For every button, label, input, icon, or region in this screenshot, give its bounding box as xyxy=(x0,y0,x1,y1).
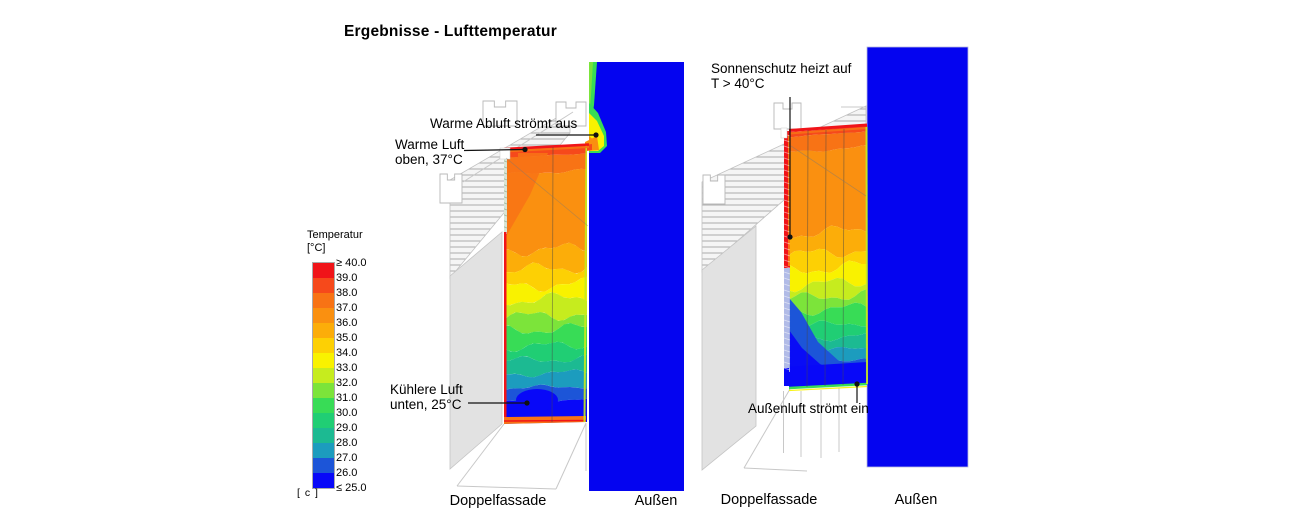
legend-tick-label: 31.0 xyxy=(336,392,358,404)
legend-header: Temperatur [°C] xyxy=(307,229,363,255)
annotation-line: Sonnenschutz heizt auf xyxy=(711,61,852,76)
legend-tick-label: 36.0 xyxy=(336,317,358,329)
frame-profile xyxy=(702,174,726,205)
legend-color-band xyxy=(313,428,334,443)
frame-profile xyxy=(773,102,802,130)
annotation-line: Außenluft strömt ein xyxy=(748,401,869,416)
legend-tick-label: 26.0 xyxy=(336,467,358,479)
legend-color-band xyxy=(313,473,334,488)
annotation-line: Kühlere Luft xyxy=(390,382,463,397)
legend-tick-label: 29.0 xyxy=(336,422,358,434)
legend-color-band xyxy=(313,413,334,428)
cavity-temperature-field xyxy=(504,145,587,424)
outdoor-air-region-right xyxy=(866,46,969,468)
legend-tick-label: ≥ 40.0 xyxy=(336,257,367,269)
sunshade-blind-strip xyxy=(780,127,791,386)
annotation-warm-air-top: Warme Luft oben, 37°C xyxy=(395,137,464,167)
legend-corner-label: [ c ] xyxy=(297,487,319,499)
legend-tick-label: 38.0 xyxy=(336,287,358,299)
axis-label-facade-right: Doppelfassade xyxy=(720,492,818,508)
legend-color-band xyxy=(313,368,334,383)
legend-color-band xyxy=(313,338,334,353)
cavity-temperature-field xyxy=(789,126,867,389)
annotation-marker-dot xyxy=(854,381,860,387)
legend-tick-label: 32.0 xyxy=(336,377,358,389)
frame-profile xyxy=(439,173,463,204)
legend-color-band xyxy=(313,263,334,278)
legend-tick-label: 39.0 xyxy=(336,272,358,284)
legend-title: Temperatur xyxy=(307,229,363,241)
legend-tick-label: 30.0 xyxy=(336,407,358,419)
legend-colorbar xyxy=(312,262,335,489)
frame-profile xyxy=(555,101,587,127)
annotation-sunshade-heats: Sonnenschutz heizt auf T > 40°C xyxy=(711,61,851,91)
annotation-exhaust-air: Warme Abluft strömt aus xyxy=(430,116,577,131)
legend-tick-label: 27.0 xyxy=(336,452,358,464)
legend-tick-label: 28.0 xyxy=(336,437,358,449)
legend-color-band xyxy=(313,293,334,308)
legend-color-band xyxy=(313,308,334,323)
annotation-marker-dot xyxy=(593,132,599,138)
legend-unit: [°C] xyxy=(307,242,326,254)
legend-color-band xyxy=(313,443,334,458)
legend-color-band xyxy=(313,353,334,368)
figure-title: Ergebnisse - Lufttemperatur xyxy=(344,23,557,40)
annotation-line: Warme Abluft strömt aus xyxy=(430,116,578,131)
annotation-marker-dot xyxy=(524,400,530,406)
legend-tick-label: 33.0 xyxy=(336,362,358,374)
annotation-line: Warme Luft xyxy=(395,137,465,152)
legend-color-band xyxy=(313,398,334,413)
annotation-leader-lines xyxy=(463,97,860,406)
annotation-line: unten, 25°C xyxy=(390,397,462,412)
annotation-outside-air-inflow: Außenluft strömt ein xyxy=(748,401,869,416)
annotation-marker-dot xyxy=(787,234,793,240)
legend-color-band xyxy=(313,383,334,398)
axis-label-facade-left: Doppelfassade xyxy=(449,493,547,509)
legend-tick-label: 35.0 xyxy=(336,332,358,344)
annotation-marker-dot xyxy=(522,146,528,153)
annotation-line: T > 40°C xyxy=(711,76,765,91)
top-opening-notch xyxy=(499,147,511,160)
annotation-cool-air-bottom: Kühlere Luft unten, 25°C xyxy=(390,382,463,412)
legend-color-band xyxy=(313,323,334,338)
legend-color-band xyxy=(313,458,334,473)
legend-tick-label: 37.0 xyxy=(336,302,358,314)
legend-color-band xyxy=(313,278,334,293)
legend-tick-label: ≤ 25.0 xyxy=(336,482,367,494)
legend-tick-label: 34.0 xyxy=(336,347,358,359)
axis-label-outside-left: Außen xyxy=(634,493,678,509)
frame-profile xyxy=(482,100,518,127)
annotation-line: oben, 37°C xyxy=(395,152,463,167)
axis-label-outside-right: Außen xyxy=(894,492,938,508)
